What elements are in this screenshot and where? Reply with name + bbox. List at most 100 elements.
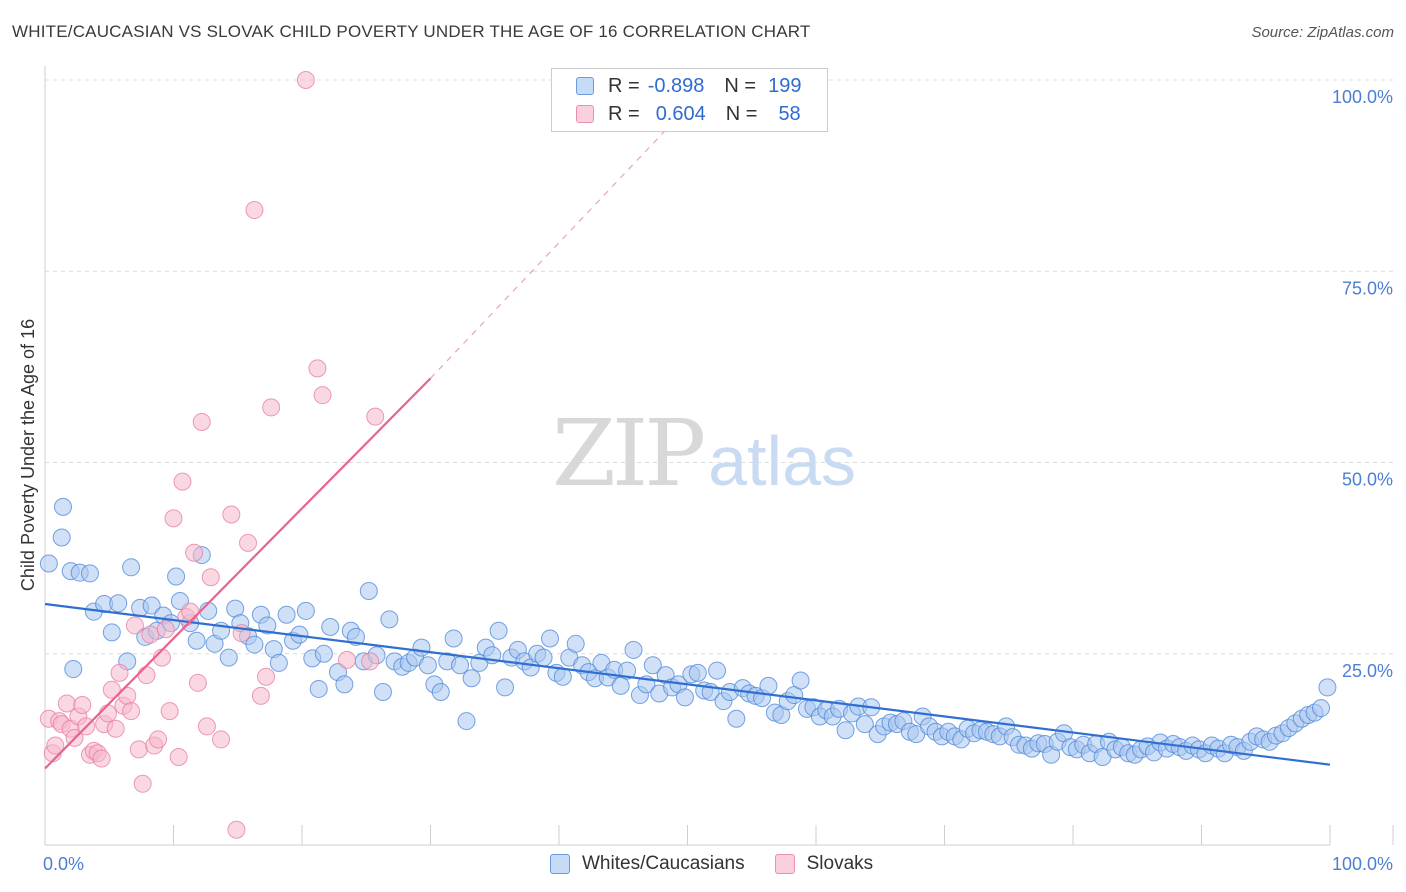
series-legend: Whites/Caucasians Slovaks <box>550 852 903 876</box>
whites-point <box>296 601 315 620</box>
slovaks-point <box>222 505 241 524</box>
whites-point <box>335 675 354 694</box>
y-tick-label: 50.0% <box>1342 470 1393 490</box>
whites-point <box>791 671 810 690</box>
chart-title: WHITE/CAUCASIAN VS SLOVAK CHILD POVERTY … <box>12 22 811 41</box>
slovaks-points <box>39 71 385 839</box>
whites-point <box>269 653 288 672</box>
whites-point <box>314 644 333 663</box>
slovaks-point <box>73 696 92 715</box>
slovaks-point <box>313 386 332 405</box>
whites-point <box>219 648 238 667</box>
correlation-legend: R = -0.898 N = 199 R = 0.604 N = 58 <box>551 68 828 132</box>
whites-point <box>53 497 72 516</box>
whites-point <box>496 678 515 697</box>
series-legend-whites[interactable]: Whites/Caucasians <box>550 853 745 875</box>
whites-point <box>187 631 206 650</box>
whites-point <box>373 683 392 701</box>
slovaks-point <box>164 509 183 528</box>
series-legend-slovaks[interactable]: Slovaks <box>774 853 873 875</box>
whites-point <box>855 715 874 734</box>
y-tick-label: 100.0% <box>1332 87 1393 107</box>
slovaks-point <box>102 680 121 699</box>
slovaks-point <box>337 650 356 669</box>
whites-point <box>109 594 128 613</box>
legend-n-value: 58 <box>778 102 801 125</box>
legend-swatch-slovaks <box>576 105 594 123</box>
whites-point <box>167 567 186 586</box>
whites-point <box>618 661 637 680</box>
slovaks-point <box>57 694 76 713</box>
slovaks-point <box>169 748 188 767</box>
whites-point <box>39 554 58 573</box>
whites-point <box>142 596 161 615</box>
whites-point <box>462 669 481 688</box>
whites-point <box>553 667 572 686</box>
slovaks-point <box>181 602 200 621</box>
y-tick-label: 25.0% <box>1342 661 1393 681</box>
legend-r-value: 0.604 <box>655 102 706 125</box>
trend-lines <box>44 79 1331 770</box>
whites-point <box>277 605 296 624</box>
whites-point <box>102 623 121 642</box>
slovaks-point <box>296 71 315 89</box>
whites-point <box>245 635 264 654</box>
slovaks-point <box>160 702 179 721</box>
whites-point <box>643 656 662 675</box>
slovaks-point <box>251 686 270 705</box>
series-swatch-whites <box>550 854 570 874</box>
whites-point <box>52 528 71 547</box>
slovaks-point <box>201 568 220 587</box>
whites-point <box>457 712 476 731</box>
whites-point <box>346 627 365 646</box>
legend-row-whites: R = -0.898 N = 199 <box>576 72 801 100</box>
whites-trend-line <box>44 602 1331 766</box>
y-axis-label: Child Poverty Under the Age of 16 <box>18 319 38 591</box>
slovaks-point <box>257 667 276 686</box>
slovaks-point <box>129 740 148 759</box>
series-swatch-slovaks <box>774 854 795 874</box>
legend-n-value: 199 <box>768 74 802 97</box>
x-tick-label: 100.0% <box>1332 854 1393 874</box>
whites-point <box>412 638 431 657</box>
legend-row-slovaks: R = 0.604 N = 58 <box>576 100 801 128</box>
whites-point <box>359 582 378 601</box>
slovaks-point <box>125 616 144 635</box>
legend-r-value: -0.898 <box>647 74 705 97</box>
slovaks-point <box>173 472 192 491</box>
slovaks-point <box>245 201 264 220</box>
slovaks-point <box>156 620 175 639</box>
source-credit: Source: ZipAtlas.com <box>1251 24 1394 41</box>
whites-point <box>64 660 83 679</box>
slovaks-point <box>192 412 211 431</box>
whites-point <box>566 634 585 653</box>
legend-n-label: N = <box>725 102 758 125</box>
watermark-zip: ZIP <box>552 400 706 507</box>
slovaks-point <box>366 407 385 426</box>
whites-point <box>1312 699 1331 718</box>
whites-point <box>836 721 855 740</box>
slovaks-trend-line <box>44 377 432 770</box>
whites-point <box>451 656 470 675</box>
whites-point <box>321 617 340 636</box>
legend-swatch-whites <box>576 77 594 95</box>
y-tick-label: 75.0% <box>1342 278 1393 298</box>
slovaks-point <box>308 359 327 378</box>
slovaks-point <box>149 730 168 749</box>
legend-n-label: N = <box>724 74 757 97</box>
legend-r-label: R = <box>608 74 640 97</box>
slovaks-point <box>122 702 141 721</box>
slovaks-point <box>46 736 65 755</box>
whites-point <box>534 648 553 667</box>
x-tick-label: 0.0% <box>43 854 84 874</box>
whites-point <box>624 640 643 659</box>
whites-point <box>444 629 463 648</box>
slovaks-point <box>141 625 160 644</box>
slovaks-point <box>106 719 125 738</box>
whites-point <box>688 663 707 682</box>
whites-point <box>541 629 560 648</box>
whites-point <box>309 679 328 698</box>
slovaks-point <box>110 663 129 682</box>
slovaks-point <box>239 533 258 552</box>
